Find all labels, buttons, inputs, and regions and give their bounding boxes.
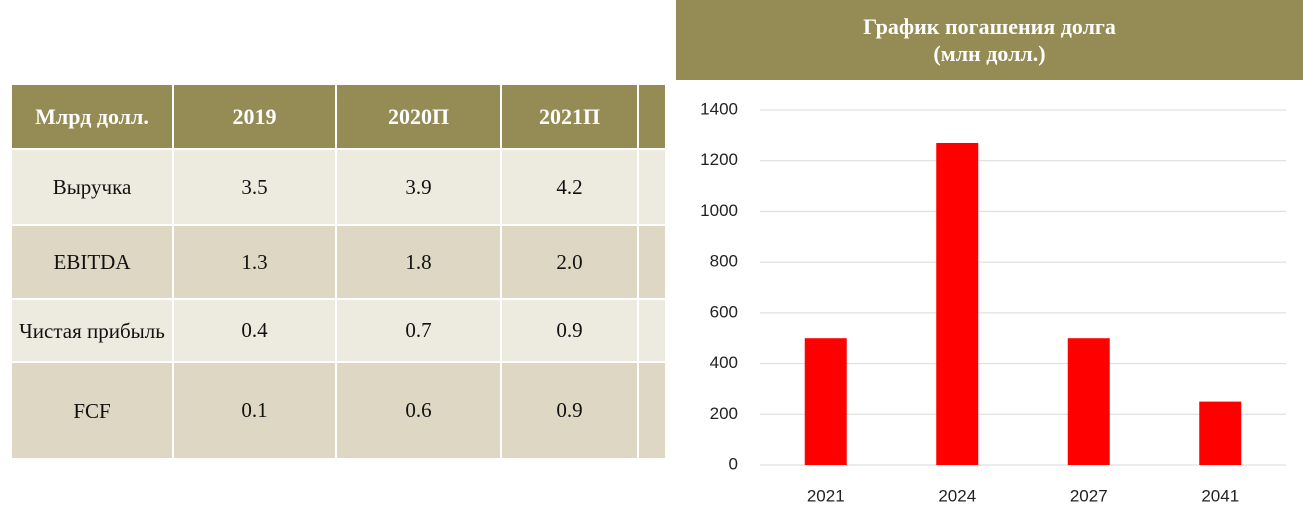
table-cell: 0.1 (172, 361, 337, 460)
y-tick-label: 0 (729, 454, 738, 473)
table-row: EBITDA 1.3 1.8 2.0 (10, 224, 667, 300)
table-cell: 4.2 (500, 148, 639, 226)
table-cell (637, 224, 667, 300)
y-tick-label: 1200 (700, 150, 738, 169)
y-tick-label: 200 (710, 404, 738, 423)
table-cell: EBITDA (10, 224, 174, 300)
table-cell (637, 361, 667, 460)
table-cell: 0.9 (500, 298, 639, 363)
table-cell: Чистая прибыль (10, 298, 174, 363)
table-cell: 2.0 (500, 224, 639, 300)
bar (804, 338, 847, 465)
y-tick-label: 800 (710, 252, 738, 271)
header-cell: 2019 (172, 83, 337, 150)
chart-title-band: График погашения долга (млн долл.) (676, 0, 1303, 80)
financial-table: Млрд долл. 2019 2020П 2021П Выручка 3.5 3.… (10, 83, 667, 460)
table-cell: 0.9 (500, 361, 639, 460)
chart-title: График погашения долга (млн долл.) (863, 14, 1116, 66)
table-body: Выручка 3.5 3.9 4.2 EBITDA 1.3 1.8 2.0 Чистая пр… (10, 148, 667, 460)
y-tick-label: 600 (710, 302, 738, 321)
table-cell: 0.7 (335, 298, 502, 363)
header-cell: Млрд долл. (10, 83, 174, 150)
header-cell: 2021П (500, 83, 639, 150)
y-tick-label: 400 (710, 353, 738, 372)
table-row: Выручка 3.5 3.9 4.2 (10, 148, 667, 226)
table-cell: FCF (10, 361, 174, 460)
bar (936, 142, 979, 465)
table-cell: 0.4 (172, 298, 337, 363)
table-cell (637, 298, 667, 363)
x-tick-label: 2024 (938, 486, 976, 505)
table-cell: 1.8 (335, 224, 502, 300)
table-row: Чистая прибыль 0.4 0.7 0.9 (10, 298, 667, 363)
header-cell (637, 83, 667, 150)
table-cell: 0.6 (335, 361, 502, 460)
table-cell: 3.5 (172, 148, 337, 226)
header-cell: 2020П (335, 83, 502, 150)
bar (1067, 338, 1110, 465)
bar (1199, 401, 1242, 465)
table-cell: 1.3 (172, 224, 337, 300)
table-cell (637, 148, 667, 226)
header-row: Млрд долл. 2019 2020П 2021П (10, 83, 667, 150)
y-tick-label: 1400 (700, 99, 738, 118)
table-cell: 3.9 (335, 148, 502, 226)
table-row: FCF 0.1 0.6 0.9 (10, 361, 667, 460)
x-tick-label: 2041 (1201, 486, 1239, 505)
x-tick-label: 2021 (807, 486, 845, 505)
x-tick-label: 2027 (1070, 486, 1108, 505)
table-cell: Выручка (10, 148, 174, 226)
y-tick-label: 1000 (700, 201, 738, 220)
